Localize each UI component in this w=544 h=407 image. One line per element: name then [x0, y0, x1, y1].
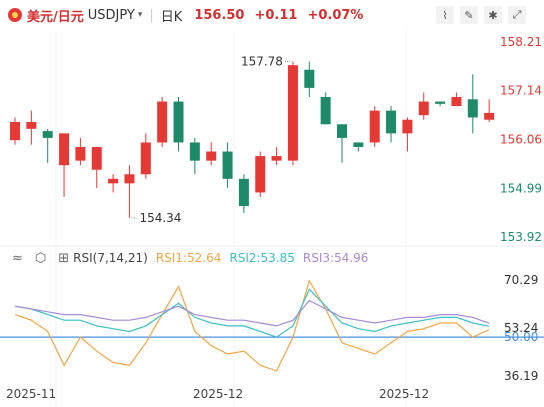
- candle-body-15: [255, 156, 266, 193]
- candle-body-25: [418, 101, 429, 116]
- rsi-tick-2: 50.00: [504, 330, 538, 344]
- draw-icon[interactable]: ✎: [460, 6, 478, 24]
- price-tick-1: 157.14: [500, 84, 542, 98]
- candle-body-14: [238, 178, 249, 207]
- candle-body-21: [353, 142, 364, 147]
- candle-body-23: [386, 110, 397, 134]
- candle-body-5: [91, 147, 102, 170]
- low-label: 154.34: [139, 211, 181, 225]
- candle-body-8: [140, 142, 151, 175]
- rsi-legend: ≈ ⬡ ⊞ RSI(7,14,21) RSI1:52.64 RSI2:53.85…: [0, 248, 368, 268]
- price-tick-2: 156.06: [500, 133, 542, 147]
- price-tick-0: 158.21: [500, 35, 542, 49]
- rsi-tick-1: 53.24: [504, 321, 538, 335]
- symbol-dropdown-icon[interactable]: ▾: [137, 10, 143, 20]
- symbol-name[interactable]: 美元/日元: [27, 9, 84, 25]
- candle-body-11: [189, 142, 200, 161]
- price-change-percent: +0.07%: [307, 7, 364, 23]
- last-price: 156.50: [194, 7, 245, 23]
- candle-body-2: [42, 131, 53, 138]
- candle-body-4: [75, 147, 86, 161]
- price-change: +0.11: [254, 7, 298, 23]
- rsi2-value: RSI2:53.85: [229, 251, 295, 265]
- grid-icon[interactable]: ⊞: [58, 250, 70, 266]
- candle-body-9: [157, 101, 168, 143]
- candle-body-19: [320, 97, 331, 125]
- currency-flag-icon: [8, 8, 22, 22]
- candle-body-10: [173, 101, 184, 143]
- candles: [10, 61, 495, 218]
- rsi-line-1: [14, 279, 490, 372]
- candle-body-7: [124, 174, 135, 184]
- grid: [0, 30, 544, 407]
- candle-body-24: [402, 119, 413, 134]
- x-tick-2: 2025-12: [379, 387, 429, 401]
- rsi1-value: RSI1:52.64: [155, 251, 222, 265]
- toolbar: 美元/日元 USDJPY ▾ | 日K 156.50 +0.11 +0.07% …: [0, 0, 544, 30]
- settings-small-icon[interactable]: ⬡: [34, 250, 47, 266]
- rsi-line-2: [14, 288, 490, 338]
- symbol-code[interactable]: USDJPY: [87, 7, 135, 23]
- period-selector[interactable]: 日K: [160, 9, 183, 25]
- candle-body-12: [206, 151, 217, 161]
- candle-body-27: [451, 97, 462, 107]
- rsi-line-3: [14, 299, 490, 327]
- collapse-icon[interactable]: ≈: [12, 250, 23, 266]
- x-tick-0: 2025-11: [6, 387, 56, 401]
- candle-body-29: [484, 112, 495, 120]
- price-tick-3: 154.99: [500, 181, 542, 195]
- rsi-lines: [0, 279, 544, 372]
- candle-body-6: [108, 178, 119, 184]
- price-tick-4: 153.92: [500, 230, 542, 244]
- rsi-label: RSI(7,14,21): [73, 251, 148, 265]
- rsi-tick-0: 70.29: [504, 273, 538, 287]
- candle-body-16: [271, 156, 282, 161]
- candle-body-22: [369, 110, 380, 143]
- candle-body-18: [304, 69, 315, 88]
- fullscreen-icon[interactable]: ⤢: [508, 6, 526, 24]
- indicator-icon[interactable]: ⌇: [436, 6, 454, 24]
- rsi-tick-3: 36.19: [504, 369, 538, 383]
- high-label: 157.78: [241, 55, 283, 69]
- toolbar-icons: ⌇ ✎ ✱ ⤢: [436, 6, 526, 24]
- settings-icon[interactable]: ✱: [484, 6, 502, 24]
- candle-body-17: [287, 65, 298, 161]
- rsi3-value: RSI3:54.96: [302, 251, 369, 265]
- axis-labels: 158.21 157.14 156.06 154.99 153.92 157.78 154.…: [6, 35, 542, 401]
- x-tick-1: 2025-12: [193, 387, 243, 401]
- toolbar-divider: |: [149, 7, 154, 23]
- candle-body-26: [435, 101, 446, 104]
- candle-body-0: [10, 122, 20, 141]
- candle-body-28: [467, 99, 478, 118]
- candle-body-13: [222, 151, 233, 179]
- candle-body-3: [59, 133, 70, 166]
- candle-body-1: [26, 122, 37, 129]
- candle-body-20: [337, 124, 347, 138]
